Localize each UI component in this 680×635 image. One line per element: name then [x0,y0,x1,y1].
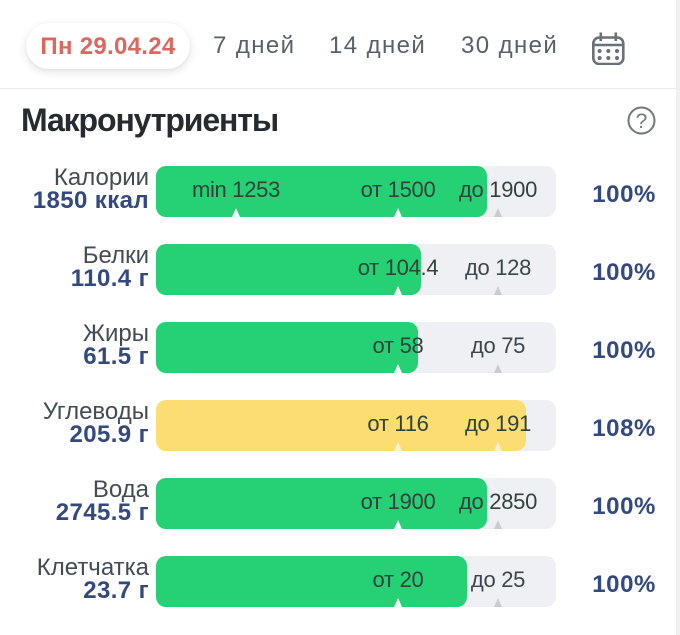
svg-text:?: ? [636,110,648,133]
